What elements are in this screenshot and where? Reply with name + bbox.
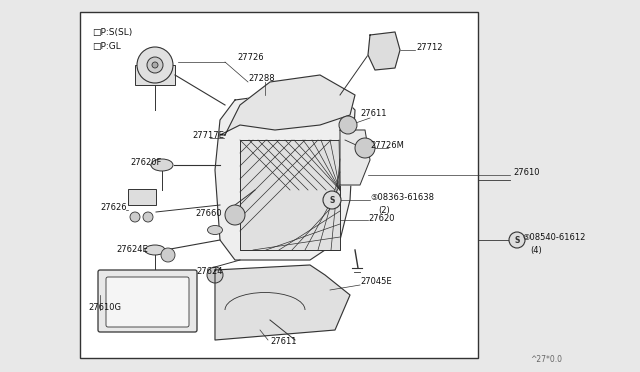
Polygon shape <box>340 130 370 185</box>
Bar <box>80 12 478 358</box>
Circle shape <box>161 248 175 262</box>
Text: 27624E: 27624E <box>116 244 148 253</box>
Polygon shape <box>368 32 400 70</box>
Text: 27620F: 27620F <box>130 157 161 167</box>
Circle shape <box>339 116 357 134</box>
Circle shape <box>509 232 525 248</box>
Ellipse shape <box>207 225 223 234</box>
Text: 27045E: 27045E <box>360 278 392 286</box>
Text: 27610: 27610 <box>513 167 540 176</box>
FancyBboxPatch shape <box>106 277 189 327</box>
Bar <box>135 65 175 85</box>
Circle shape <box>152 62 158 68</box>
Text: ⑤08363-61638: ⑤08363-61638 <box>370 192 434 202</box>
Bar <box>240 140 340 250</box>
Ellipse shape <box>151 159 173 171</box>
Text: 27611: 27611 <box>270 337 296 346</box>
Text: ⑤08540-61612: ⑤08540-61612 <box>522 232 586 241</box>
Circle shape <box>143 212 153 222</box>
Bar <box>128 189 156 205</box>
Text: S: S <box>515 235 520 244</box>
Text: □P:GL: □P:GL <box>92 42 121 51</box>
Text: 27620: 27620 <box>368 214 394 222</box>
Ellipse shape <box>145 245 165 255</box>
Text: 27611: 27611 <box>360 109 387 118</box>
Circle shape <box>137 47 173 83</box>
Circle shape <box>355 138 375 158</box>
Polygon shape <box>220 75 355 135</box>
Text: (2): (2) <box>378 205 390 215</box>
Circle shape <box>323 191 341 209</box>
Circle shape <box>225 205 245 225</box>
Circle shape <box>147 57 163 73</box>
FancyBboxPatch shape <box>98 270 197 332</box>
Polygon shape <box>215 265 350 340</box>
Text: 27717E: 27717E <box>192 131 224 140</box>
Circle shape <box>207 267 223 283</box>
Text: □P:S(SL): □P:S(SL) <box>92 28 132 37</box>
Text: ^27*0.0: ^27*0.0 <box>530 356 562 365</box>
Circle shape <box>130 212 140 222</box>
Text: (4): (4) <box>530 246 541 254</box>
Text: 27288: 27288 <box>248 74 275 83</box>
Text: 27726: 27726 <box>237 52 264 61</box>
Text: 27624: 27624 <box>196 267 223 276</box>
Polygon shape <box>215 90 355 260</box>
Text: 27726M: 27726M <box>370 141 404 150</box>
Text: 27660: 27660 <box>195 208 221 218</box>
Text: S: S <box>330 196 335 205</box>
Text: 27712: 27712 <box>416 42 442 51</box>
Text: 27626: 27626 <box>100 202 127 212</box>
Text: 27610G: 27610G <box>88 304 121 312</box>
